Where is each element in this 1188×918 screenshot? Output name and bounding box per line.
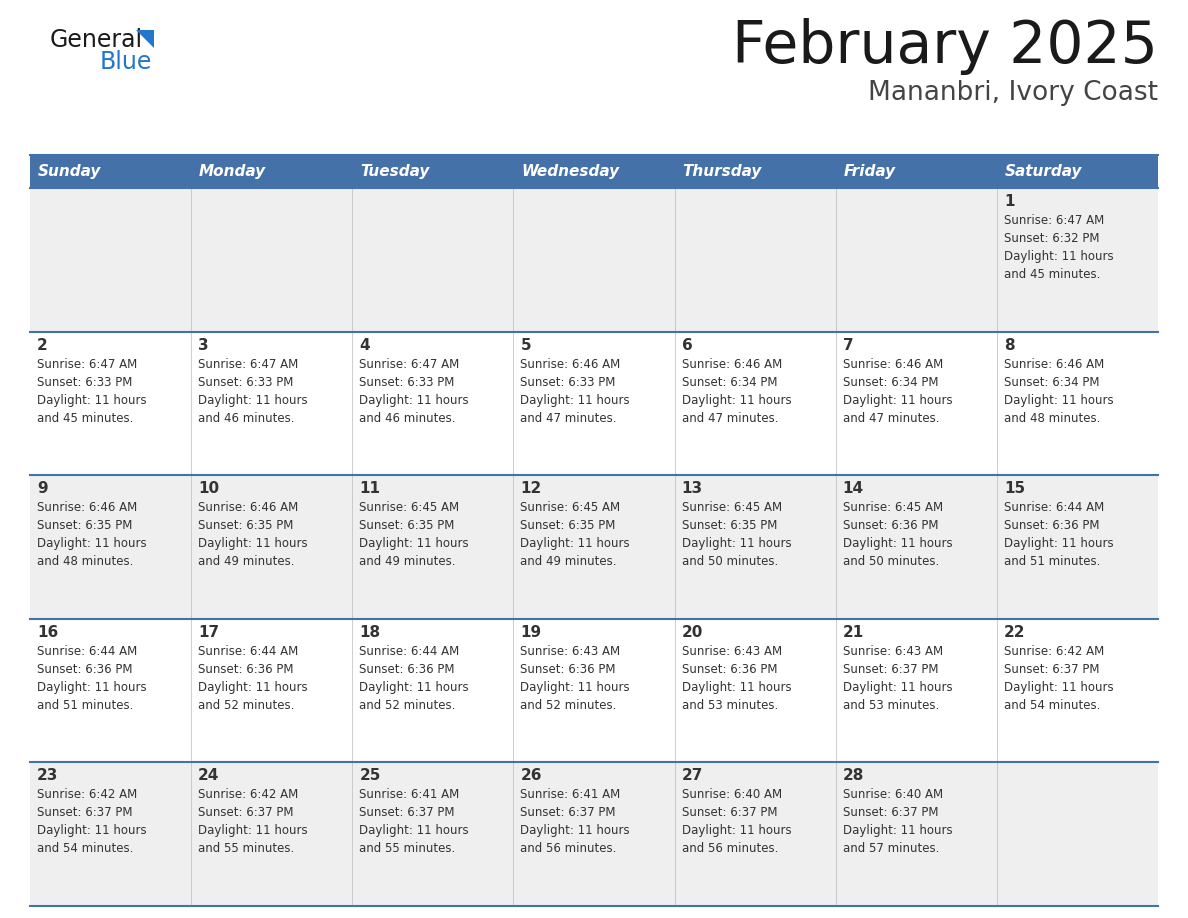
Text: February 2025: February 2025 bbox=[732, 18, 1158, 75]
Bar bbox=[191, 155, 353, 188]
Text: Sunrise: 6:47 AM
Sunset: 6:33 PM
Daylight: 11 hours
and 45 minutes.: Sunrise: 6:47 AM Sunset: 6:33 PM Dayligh… bbox=[37, 358, 146, 425]
Text: Sunrise: 6:42 AM
Sunset: 6:37 PM
Daylight: 11 hours
and 54 minutes.: Sunrise: 6:42 AM Sunset: 6:37 PM Dayligh… bbox=[1004, 644, 1113, 711]
Text: Sunrise: 6:45 AM
Sunset: 6:35 PM
Daylight: 11 hours
and 50 minutes.: Sunrise: 6:45 AM Sunset: 6:35 PM Dayligh… bbox=[682, 501, 791, 568]
Text: Monday: Monday bbox=[200, 164, 266, 179]
Text: Sunrise: 6:46 AM
Sunset: 6:35 PM
Daylight: 11 hours
and 48 minutes.: Sunrise: 6:46 AM Sunset: 6:35 PM Dayligh… bbox=[37, 501, 146, 568]
Text: Friday: Friday bbox=[843, 164, 896, 179]
Text: 15: 15 bbox=[1004, 481, 1025, 497]
Text: 5: 5 bbox=[520, 338, 531, 353]
Text: 14: 14 bbox=[842, 481, 864, 497]
Text: 9: 9 bbox=[37, 481, 48, 497]
Text: 22: 22 bbox=[1004, 625, 1025, 640]
Text: Sunrise: 6:42 AM
Sunset: 6:37 PM
Daylight: 11 hours
and 55 minutes.: Sunrise: 6:42 AM Sunset: 6:37 PM Dayligh… bbox=[198, 789, 308, 856]
Text: Blue: Blue bbox=[100, 50, 152, 74]
Text: 3: 3 bbox=[198, 338, 209, 353]
Text: Sunrise: 6:42 AM
Sunset: 6:37 PM
Daylight: 11 hours
and 54 minutes.: Sunrise: 6:42 AM Sunset: 6:37 PM Dayligh… bbox=[37, 789, 146, 856]
Bar bbox=[30, 188, 1158, 331]
Text: Sunrise: 6:46 AM
Sunset: 6:34 PM
Daylight: 11 hours
and 47 minutes.: Sunrise: 6:46 AM Sunset: 6:34 PM Dayligh… bbox=[842, 358, 953, 425]
Text: Sunrise: 6:40 AM
Sunset: 6:37 PM
Daylight: 11 hours
and 56 minutes.: Sunrise: 6:40 AM Sunset: 6:37 PM Dayligh… bbox=[682, 789, 791, 856]
Text: Sunrise: 6:44 AM
Sunset: 6:36 PM
Daylight: 11 hours
and 51 minutes.: Sunrise: 6:44 AM Sunset: 6:36 PM Dayligh… bbox=[1004, 501, 1113, 568]
Text: General: General bbox=[50, 28, 143, 52]
Bar bbox=[30, 619, 1158, 763]
Text: 24: 24 bbox=[198, 768, 220, 783]
Text: Wednesday: Wednesday bbox=[522, 164, 620, 179]
Text: Sunrise: 6:47 AM
Sunset: 6:32 PM
Daylight: 11 hours
and 45 minutes.: Sunrise: 6:47 AM Sunset: 6:32 PM Dayligh… bbox=[1004, 214, 1113, 281]
Bar bbox=[513, 155, 675, 188]
Text: Sunrise: 6:45 AM
Sunset: 6:35 PM
Daylight: 11 hours
and 49 minutes.: Sunrise: 6:45 AM Sunset: 6:35 PM Dayligh… bbox=[359, 501, 469, 568]
Text: Sunrise: 6:46 AM
Sunset: 6:35 PM
Daylight: 11 hours
and 49 minutes.: Sunrise: 6:46 AM Sunset: 6:35 PM Dayligh… bbox=[198, 501, 308, 568]
Bar bbox=[30, 763, 1158, 906]
Text: 23: 23 bbox=[37, 768, 58, 783]
Text: Thursday: Thursday bbox=[683, 164, 762, 179]
Text: Sunrise: 6:41 AM
Sunset: 6:37 PM
Daylight: 11 hours
and 55 minutes.: Sunrise: 6:41 AM Sunset: 6:37 PM Dayligh… bbox=[359, 789, 469, 856]
Text: 8: 8 bbox=[1004, 338, 1015, 353]
Text: 13: 13 bbox=[682, 481, 702, 497]
Text: Sunrise: 6:41 AM
Sunset: 6:37 PM
Daylight: 11 hours
and 56 minutes.: Sunrise: 6:41 AM Sunset: 6:37 PM Dayligh… bbox=[520, 789, 630, 856]
Text: 1: 1 bbox=[1004, 194, 1015, 209]
Text: 27: 27 bbox=[682, 768, 703, 783]
Text: Sunrise: 6:45 AM
Sunset: 6:36 PM
Daylight: 11 hours
and 50 minutes.: Sunrise: 6:45 AM Sunset: 6:36 PM Dayligh… bbox=[842, 501, 953, 568]
Text: Sunrise: 6:46 AM
Sunset: 6:33 PM
Daylight: 11 hours
and 47 minutes.: Sunrise: 6:46 AM Sunset: 6:33 PM Dayligh… bbox=[520, 358, 630, 425]
Text: 11: 11 bbox=[359, 481, 380, 497]
Text: 6: 6 bbox=[682, 338, 693, 353]
Text: Sunrise: 6:46 AM
Sunset: 6:34 PM
Daylight: 11 hours
and 48 minutes.: Sunrise: 6:46 AM Sunset: 6:34 PM Dayligh… bbox=[1004, 358, 1113, 425]
Text: Sunrise: 6:43 AM
Sunset: 6:36 PM
Daylight: 11 hours
and 52 minutes.: Sunrise: 6:43 AM Sunset: 6:36 PM Dayligh… bbox=[520, 644, 630, 711]
Text: 18: 18 bbox=[359, 625, 380, 640]
Text: 26: 26 bbox=[520, 768, 542, 783]
Text: 16: 16 bbox=[37, 625, 58, 640]
Text: Sunrise: 6:47 AM
Sunset: 6:33 PM
Daylight: 11 hours
and 46 minutes.: Sunrise: 6:47 AM Sunset: 6:33 PM Dayligh… bbox=[198, 358, 308, 425]
Polygon shape bbox=[135, 30, 154, 48]
Text: 12: 12 bbox=[520, 481, 542, 497]
Text: 10: 10 bbox=[198, 481, 220, 497]
Text: Saturday: Saturday bbox=[1005, 164, 1082, 179]
Bar bbox=[353, 155, 513, 188]
Text: Sunrise: 6:44 AM
Sunset: 6:36 PM
Daylight: 11 hours
and 52 minutes.: Sunrise: 6:44 AM Sunset: 6:36 PM Dayligh… bbox=[359, 644, 469, 711]
Text: Sunrise: 6:46 AM
Sunset: 6:34 PM
Daylight: 11 hours
and 47 minutes.: Sunrise: 6:46 AM Sunset: 6:34 PM Dayligh… bbox=[682, 358, 791, 425]
Text: Sunday: Sunday bbox=[38, 164, 101, 179]
Bar bbox=[835, 155, 997, 188]
Text: 7: 7 bbox=[842, 338, 853, 353]
Text: 17: 17 bbox=[198, 625, 220, 640]
Text: 20: 20 bbox=[682, 625, 703, 640]
Text: 19: 19 bbox=[520, 625, 542, 640]
Text: Sunrise: 6:45 AM
Sunset: 6:35 PM
Daylight: 11 hours
and 49 minutes.: Sunrise: 6:45 AM Sunset: 6:35 PM Dayligh… bbox=[520, 501, 630, 568]
Text: Sunrise: 6:43 AM
Sunset: 6:37 PM
Daylight: 11 hours
and 53 minutes.: Sunrise: 6:43 AM Sunset: 6:37 PM Dayligh… bbox=[842, 644, 953, 711]
Text: Sunrise: 6:47 AM
Sunset: 6:33 PM
Daylight: 11 hours
and 46 minutes.: Sunrise: 6:47 AM Sunset: 6:33 PM Dayligh… bbox=[359, 358, 469, 425]
Bar bbox=[675, 155, 835, 188]
Text: Sunrise: 6:44 AM
Sunset: 6:36 PM
Daylight: 11 hours
and 52 minutes.: Sunrise: 6:44 AM Sunset: 6:36 PM Dayligh… bbox=[198, 644, 308, 711]
Bar bbox=[30, 331, 1158, 476]
Text: Sunrise: 6:44 AM
Sunset: 6:36 PM
Daylight: 11 hours
and 51 minutes.: Sunrise: 6:44 AM Sunset: 6:36 PM Dayligh… bbox=[37, 644, 146, 711]
Text: 28: 28 bbox=[842, 768, 864, 783]
Text: 21: 21 bbox=[842, 625, 864, 640]
Text: 4: 4 bbox=[359, 338, 369, 353]
Text: Tuesday: Tuesday bbox=[360, 164, 430, 179]
Text: Sunrise: 6:40 AM
Sunset: 6:37 PM
Daylight: 11 hours
and 57 minutes.: Sunrise: 6:40 AM Sunset: 6:37 PM Dayligh… bbox=[842, 789, 953, 856]
Bar bbox=[30, 155, 191, 188]
Text: 2: 2 bbox=[37, 338, 48, 353]
Text: 25: 25 bbox=[359, 768, 380, 783]
Bar bbox=[997, 155, 1158, 188]
Text: Sunrise: 6:43 AM
Sunset: 6:36 PM
Daylight: 11 hours
and 53 minutes.: Sunrise: 6:43 AM Sunset: 6:36 PM Dayligh… bbox=[682, 644, 791, 711]
Text: Mananbri, Ivory Coast: Mananbri, Ivory Coast bbox=[868, 80, 1158, 106]
Bar bbox=[30, 476, 1158, 619]
